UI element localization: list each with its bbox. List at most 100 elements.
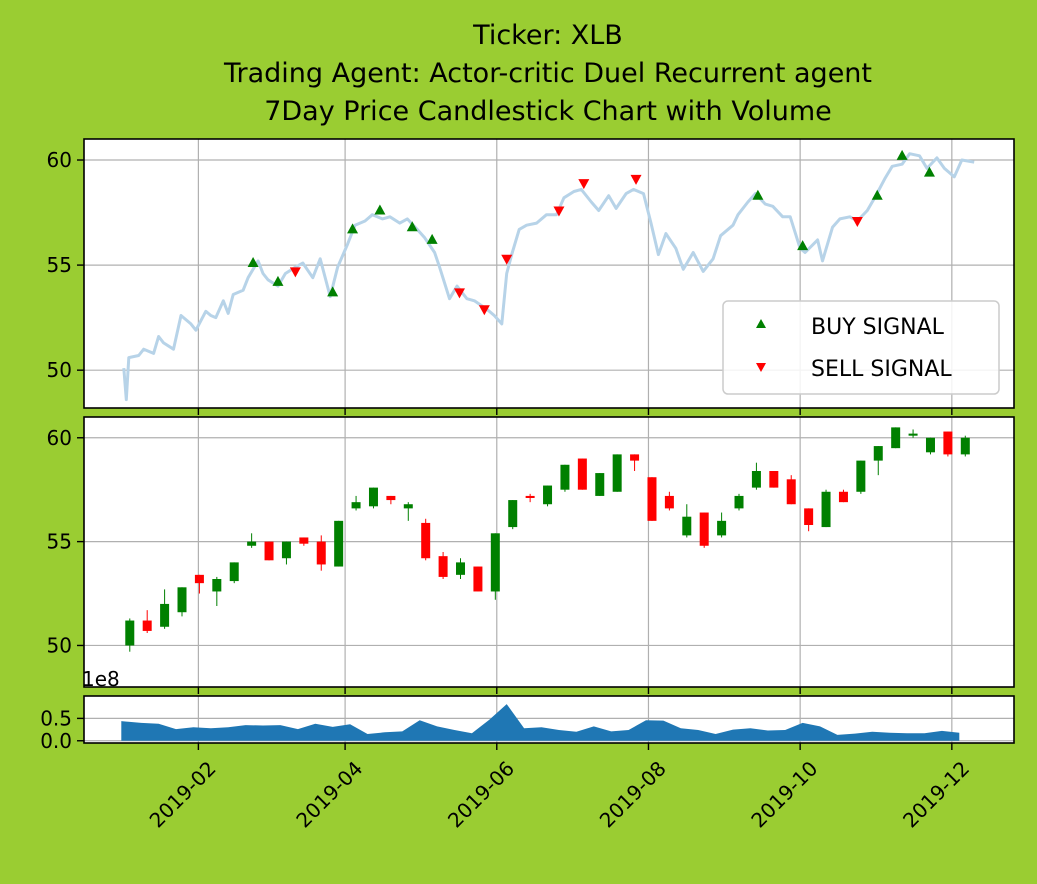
candle-body xyxy=(873,446,883,461)
candle-up xyxy=(160,589,170,629)
buy-signal-marker xyxy=(374,204,386,215)
candle-up xyxy=(247,533,257,548)
candle-down xyxy=(438,552,448,579)
candle-body xyxy=(264,541,274,561)
candle-body xyxy=(960,437,970,455)
candle-up xyxy=(751,462,761,490)
buy-signal-marker xyxy=(327,286,339,297)
buy-signal-marker xyxy=(896,149,908,160)
candle-up xyxy=(682,504,692,538)
y-tick-label: 60 xyxy=(47,426,72,450)
candle-body xyxy=(473,566,483,592)
candle-body xyxy=(160,603,170,627)
candle-body xyxy=(299,537,309,544)
candle-body xyxy=(316,541,326,565)
candle-up xyxy=(891,427,901,449)
candle-body xyxy=(647,477,657,521)
candle-down xyxy=(525,493,535,503)
candle-down xyxy=(316,535,326,571)
sell-signal-marker xyxy=(478,305,490,316)
candle-body xyxy=(229,562,239,582)
y-tick-label: 0.5 xyxy=(40,706,72,730)
price-panel-x-tick-marks xyxy=(197,408,953,415)
candle-down xyxy=(699,512,709,548)
candle-up xyxy=(508,500,518,530)
candle-up xyxy=(925,437,935,455)
candle-down xyxy=(577,458,587,490)
candle-up xyxy=(490,533,500,600)
volume-panel-frame xyxy=(83,695,1015,744)
signal-marker-layer xyxy=(247,149,935,316)
candle-down xyxy=(943,431,953,457)
y-tick-label: 60 xyxy=(47,148,72,172)
candle-body xyxy=(838,491,848,503)
sell-signal-marker xyxy=(630,174,642,185)
candle-panel-y-ticks: 50 55 60 xyxy=(47,426,84,657)
legend-buy-label: BUY SIGNAL xyxy=(811,315,945,340)
candle-body xyxy=(525,495,535,498)
price-signal-panel: 50 55 60 BUY SIGNAL SELL SIGNAL xyxy=(47,138,1015,415)
candle-up xyxy=(212,576,222,606)
candle-body xyxy=(177,587,187,613)
price-line-layer xyxy=(122,152,975,402)
sell-signal-marker xyxy=(578,179,590,190)
candle-up xyxy=(543,485,553,507)
buy-signal-marker xyxy=(406,221,418,232)
candle-body xyxy=(368,487,378,507)
candle-body xyxy=(595,473,605,496)
buy-signal-marker xyxy=(426,233,438,244)
candle-body xyxy=(856,460,866,492)
candle-down xyxy=(664,491,674,511)
candle-body xyxy=(577,458,587,490)
candle-body xyxy=(751,471,761,488)
buy-signal-marker xyxy=(797,240,809,251)
candle-down xyxy=(421,518,431,561)
candle-body xyxy=(247,541,257,546)
candle-up xyxy=(177,587,187,617)
legend-box xyxy=(722,300,1000,395)
candle-body xyxy=(212,579,222,592)
candle-up xyxy=(821,489,831,528)
buy-signal-marker xyxy=(871,189,883,200)
candle-body xyxy=(281,541,291,559)
sell-signal-marker xyxy=(501,254,513,265)
sell-signal-marker xyxy=(851,216,863,227)
candle-body xyxy=(125,620,135,646)
candle-up xyxy=(351,495,361,511)
candle-down xyxy=(264,541,274,561)
candle-body xyxy=(351,502,361,509)
y-tick-label: 50 xyxy=(47,633,72,657)
candle-down xyxy=(647,477,657,521)
candle-body xyxy=(334,520,344,567)
price-line xyxy=(122,152,975,402)
candle-body xyxy=(142,620,152,631)
price-panel-frame xyxy=(83,138,1015,409)
candle-body xyxy=(438,556,448,577)
legend-buy-marker xyxy=(756,319,766,328)
candle-up xyxy=(856,460,866,494)
legend-sell-marker xyxy=(756,363,766,372)
volume-panel-y-ticks: 0.00.5 xyxy=(40,706,84,753)
candle-up xyxy=(908,429,918,438)
candle-body xyxy=(925,437,935,453)
candle-body xyxy=(804,508,814,525)
candle-up xyxy=(595,473,605,496)
y-tick-label: 0.0 xyxy=(40,729,72,753)
y-tick-label: 55 xyxy=(47,253,72,277)
candle-body xyxy=(786,479,796,505)
candle-up xyxy=(717,512,727,538)
candle-body xyxy=(699,512,709,546)
sell-signal-marker xyxy=(453,288,465,299)
candle-panel-grid xyxy=(84,417,1014,687)
candle-down xyxy=(386,495,396,505)
title-line-2: Trading Agent: Actor-critic Duel Recurre… xyxy=(223,58,872,89)
candle-panel-x-tick-marks xyxy=(197,687,953,694)
candle-down xyxy=(804,508,814,532)
candle-down xyxy=(769,471,779,488)
title-line-1: Ticker: XLB xyxy=(472,20,623,51)
candle-down xyxy=(786,475,796,505)
buy-signal-marker xyxy=(923,166,935,177)
candle-up xyxy=(229,562,239,584)
candle-body xyxy=(891,427,901,449)
